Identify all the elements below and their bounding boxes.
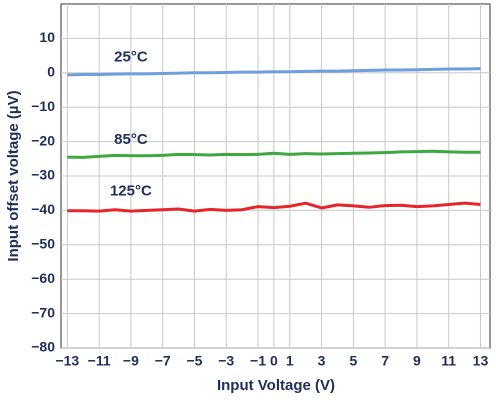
y-tick-label: −40 — [31, 201, 55, 217]
series-label: 125°C — [110, 182, 152, 199]
y-tick-label: −70 — [31, 304, 55, 320]
x-tick-label: −1 — [250, 353, 266, 369]
y-tick-label: 10 — [39, 29, 55, 45]
x-tick-label: 9 — [413, 353, 421, 369]
y-tick-label: −60 — [31, 270, 55, 286]
x-tick-label: 5 — [349, 353, 357, 369]
x-tick-label: −9 — [123, 353, 139, 369]
x-tick-label: −5 — [186, 353, 202, 369]
y-tick-label: −50 — [31, 236, 55, 252]
y-tick-label: 0 — [47, 64, 55, 80]
x-tick-label: 7 — [381, 353, 389, 369]
x-axis-title: Input Voltage (V) — [217, 377, 335, 394]
series-line — [67, 201, 481, 213]
x-tick-label: 11 — [441, 353, 456, 369]
x-tick-label: −11 — [88, 353, 111, 369]
x-tick-label: 1 — [286, 353, 294, 369]
x-tick-label: 3 — [318, 353, 326, 369]
x-tick-label: −3 — [218, 353, 234, 369]
series-line — [67, 67, 481, 77]
x-tick-label: −13 — [55, 353, 79, 369]
y-tick-label: −30 — [31, 167, 55, 183]
y-tick-label: −10 — [31, 98, 55, 114]
series-line — [67, 149, 481, 159]
series-label: 25°C — [114, 48, 148, 65]
y-tick-label: −80 — [31, 339, 55, 355]
series-label: 85°C — [114, 131, 148, 148]
y-axis-title: Input offset voltage (µV) — [5, 90, 22, 261]
x-tick-label: 0 — [270, 353, 278, 369]
y-tick-label: −20 — [31, 132, 55, 148]
x-tick-label: −7 — [155, 353, 171, 369]
x-tick-label: 13 — [473, 353, 489, 369]
